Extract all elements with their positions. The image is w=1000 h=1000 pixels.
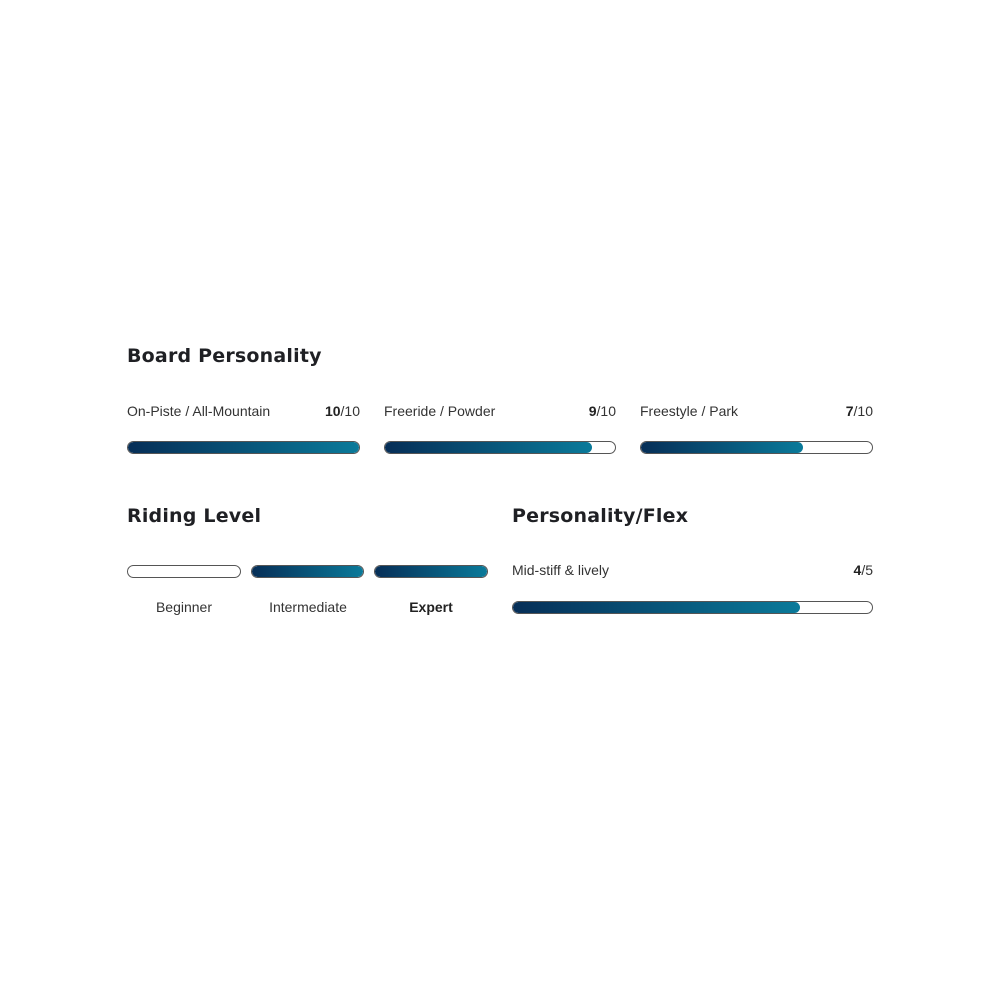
item-label: Freestyle / Park <box>640 403 739 419</box>
item-label: On-Piste / All-Mountain <box>127 403 271 419</box>
item-score: 9/10 <box>588 403 616 419</box>
flex-title: Personality/Flex <box>512 505 689 527</box>
level-label-intermediate: Intermediate <box>269 599 347 615</box>
progress-fill <box>513 602 801 613</box>
item-score: 10/10 <box>324 403 360 419</box>
flex-label: Mid-stiff & lively <box>512 562 609 578</box>
level-fill <box>252 566 363 577</box>
level-label-expert: Expert <box>409 599 453 615</box>
level-bar-intermediate <box>251 565 364 578</box>
flex-progress-bar <box>512 601 873 614</box>
riding-level-title: Riding Level <box>127 505 262 527</box>
progress-bar <box>384 441 616 454</box>
progress-bar <box>127 441 360 454</box>
item-score: 7/10 <box>845 403 873 419</box>
progress-fill <box>128 442 359 453</box>
flex-score: 4/5 <box>853 562 873 578</box>
progress-fill <box>385 442 592 453</box>
level-label-beginner: Beginner <box>155 599 213 615</box>
item-label: Freeride / Powder <box>384 403 496 419</box>
level-bar-beginner <box>127 565 241 578</box>
progress-fill <box>641 442 803 453</box>
progress-bar <box>640 441 873 454</box>
board-personality-title: Board Personality <box>127 345 322 367</box>
level-fill <box>375 566 487 577</box>
level-bar-expert <box>374 565 488 578</box>
